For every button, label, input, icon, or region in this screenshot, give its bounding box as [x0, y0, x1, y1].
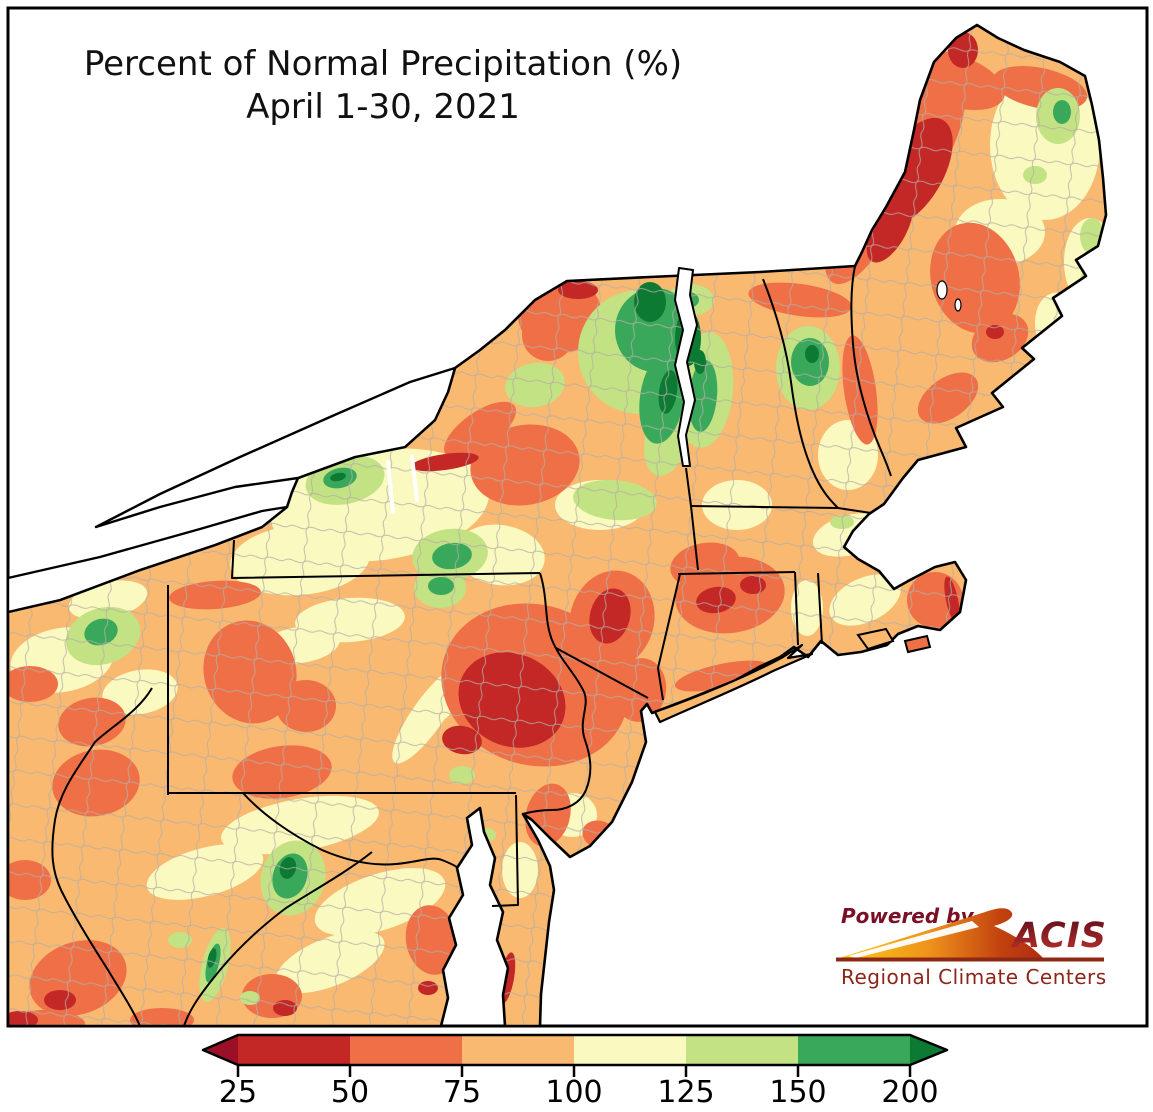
lake-ontario: [94, 366, 457, 529]
acis-subtitle: Regional Climate Centers: [841, 965, 1107, 989]
colorbar-tick-label: 125: [657, 1075, 714, 1110]
colorbar-segment: [238, 1035, 350, 1065]
colorbar-tick-label: 50: [331, 1075, 369, 1110]
colorbar-segment: [350, 1035, 462, 1065]
state-borders: [51, 265, 892, 1027]
lake-erie: [6, 505, 289, 614]
colorbar: 25 50 75 100 125 150 200: [201, 1033, 949, 1110]
finger-lakes: [386, 455, 419, 514]
nantucket-island: [903, 634, 932, 654]
maine-lakes: [936, 280, 962, 312]
colorbar-segment: [462, 1035, 574, 1065]
colorbar-tick-label: 25: [219, 1075, 257, 1110]
colorbar-tick-label: 75: [443, 1075, 481, 1110]
colorbar-left-arrow: [203, 1035, 238, 1065]
colorbar-right-arrow: [910, 1035, 947, 1065]
colorbar-segment: [798, 1035, 910, 1065]
map-title-line2: April 1-30, 2021: [246, 87, 520, 127]
colorbar-tick-label: 200: [881, 1075, 938, 1110]
colorbar-segment: [686, 1035, 798, 1065]
colorbar-segment: [574, 1035, 686, 1065]
map-title-line1: Percent of Normal Precipitation (%): [84, 44, 682, 84]
colorbar-tick-label: 150: [769, 1075, 826, 1110]
acis-underline: [836, 957, 1104, 962]
colorbar-ticks: [236, 1065, 912, 1077]
acis-logo: Powered by ACIS Regional Climate Centers: [836, 904, 1107, 989]
lake-champlain: [674, 267, 698, 467]
acis-swoosh-stripe: [848, 921, 979, 958]
colorbar-tick-label: 100: [545, 1075, 602, 1110]
long-island: [653, 643, 814, 724]
marthas-vineyard-island: [856, 627, 895, 651]
acis-wordmark: ACIS: [1010, 916, 1107, 956]
